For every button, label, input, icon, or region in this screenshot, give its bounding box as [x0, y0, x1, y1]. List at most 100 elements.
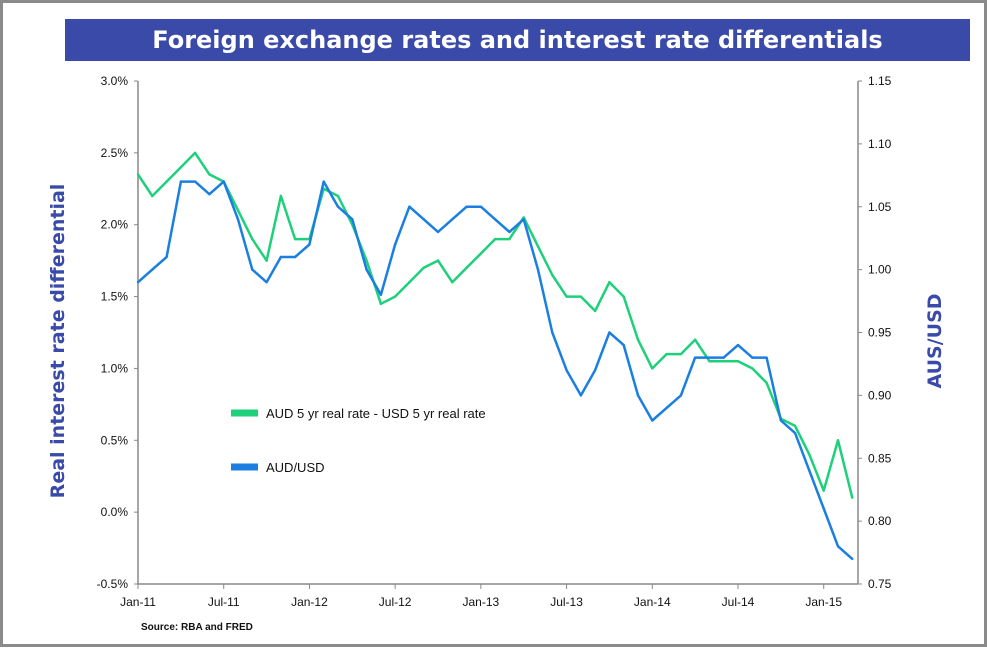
y2-tick-label: 0.95: [868, 326, 892, 340]
y-tick-label: -0.5%: [97, 577, 129, 591]
data-point: [479, 252, 483, 255]
data-point: [279, 194, 283, 198]
data-point: [293, 237, 297, 241]
data-point: [293, 255, 297, 259]
data-point: [593, 369, 597, 372]
data-point: [193, 151, 197, 155]
data-point: [836, 545, 840, 548]
y-tick-label: 0.5%: [101, 433, 129, 447]
data-point: [151, 268, 154, 271]
data-point: [493, 218, 497, 221]
data-point: [579, 394, 583, 397]
data-point: [765, 356, 768, 359]
data-point: [265, 259, 268, 262]
data-point: [436, 259, 440, 262]
data-point: [822, 489, 825, 492]
data-point: [808, 469, 811, 473]
y-tick-label: 1.0%: [101, 361, 129, 375]
y-tick-label: 2.5%: [101, 146, 129, 160]
data-point: [536, 268, 540, 271]
data-point: [251, 237, 254, 241]
y2-tick-label: 0.90: [868, 388, 892, 402]
data-point: [236, 218, 240, 221]
data-point: [522, 218, 525, 221]
data-point: [651, 419, 654, 422]
data-point: [322, 180, 325, 183]
data-point: [479, 205, 483, 208]
data-point: [565, 295, 568, 298]
data-point: [465, 205, 468, 208]
x-tick-label: Jan-13: [463, 595, 500, 609]
data-point: [151, 194, 154, 198]
data-point: [208, 173, 211, 176]
data-point: [722, 356, 725, 359]
data-point: [851, 496, 854, 499]
legend-label: AUD 5 yr real rate - USD 5 yr real rate: [266, 406, 486, 421]
data-point: [751, 367, 754, 370]
data-point: [251, 268, 254, 271]
data-point: [365, 268, 368, 271]
data-point: [722, 360, 725, 363]
data-point: [393, 295, 397, 298]
data-point: [551, 331, 554, 334]
y-tick-label: 3.0%: [101, 74, 129, 88]
data-point: [779, 419, 783, 422]
data-point: [436, 230, 440, 234]
data-point: [136, 173, 140, 176]
x-tick-label: Jan-11: [120, 595, 156, 609]
data-point: [665, 352, 668, 356]
data-point: [222, 180, 225, 183]
data-point: [265, 281, 268, 284]
y2-tick-label: 0.80: [868, 514, 892, 528]
data-point: [508, 237, 511, 241]
data-point: [608, 331, 611, 334]
data-point: [365, 259, 368, 262]
y-tick-label: 2.0%: [101, 218, 129, 232]
data-point: [579, 295, 583, 298]
y2-tick-label: 0.75: [868, 577, 892, 591]
data-point: [308, 243, 311, 246]
data-point: [836, 439, 840, 442]
data-point: [822, 507, 825, 510]
x-tick-label: Jan-12: [291, 595, 328, 609]
data-point: [179, 166, 183, 169]
data-point: [379, 302, 383, 305]
chart-title: Foreign exchange rates and interest rate…: [65, 19, 970, 61]
data-point: [636, 338, 640, 341]
x-tick-label: Jul-13: [550, 595, 583, 609]
legend-label: AUD/USD: [266, 460, 325, 475]
y2-axis-title: AUS/USD: [924, 293, 946, 388]
data-point: [536, 245, 540, 248]
data-point: [565, 369, 568, 372]
data-point: [422, 218, 425, 221]
x-tick-label: Jan-15: [805, 595, 842, 609]
data-point: [451, 281, 454, 284]
data-point: [493, 237, 497, 241]
chart-svg: 3.0% 2.5% 2.0% 1.5% 1.0% 0.5% 0.0% -0.5% 1.15 1.1…: [47, 74, 946, 633]
data-point: [793, 431, 797, 435]
data-point: [408, 205, 411, 208]
data-point: [751, 356, 754, 359]
data-point: [608, 281, 611, 284]
data-point: [465, 266, 468, 270]
data-point: [708, 356, 711, 359]
y2-tick-label: 1.10: [868, 137, 892, 151]
data-point: [765, 381, 768, 384]
data-point: [279, 255, 283, 259]
x-tick-label: Jul-14: [722, 595, 755, 609]
data-point: [665, 406, 668, 410]
data-point: [193, 180, 197, 183]
data-point: [236, 209, 240, 212]
data-point: [408, 281, 411, 284]
data-point: [351, 218, 354, 221]
data-point: [851, 557, 854, 561]
data-point: [208, 192, 211, 196]
x-tick-label: Jul-12: [379, 595, 412, 609]
data-point: [379, 293, 383, 296]
data-point: [179, 180, 183, 183]
data-point: [736, 360, 740, 363]
data-point: [451, 218, 454, 221]
data-point: [551, 273, 554, 277]
data-point: [693, 356, 697, 359]
y-tick-label: 1.5%: [101, 290, 129, 304]
